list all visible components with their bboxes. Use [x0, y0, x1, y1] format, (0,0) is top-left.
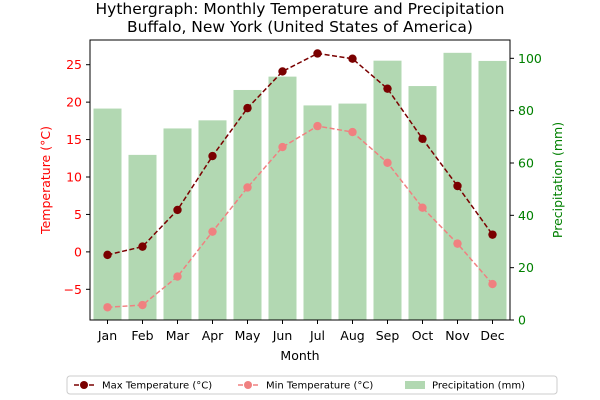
min-temperature-point [278, 142, 287, 152]
x-axis-label: Month [280, 348, 319, 363]
max-temperature-point [488, 230, 497, 239]
x-tick-label: May [235, 328, 261, 343]
max-temperature-point [348, 54, 357, 63]
precipitation-bar [233, 89, 262, 320]
y-left-tick-label: −5 [64, 282, 82, 297]
max-temperature-point [418, 134, 427, 144]
x-tick-label: Nov [445, 328, 470, 343]
legend-entry-label: Min Temperature (°C) [266, 381, 373, 392]
x-tick-label: Apr [202, 328, 224, 343]
y-axis-right-label: Precipitation (mm) [550, 122, 565, 238]
legend: Max Temperature (°C) Min Temperature (°C)… [66, 375, 558, 395]
precipitation-bar [338, 103, 367, 321]
temperature-lines [103, 49, 497, 312]
y-right-tick-label: 0 [518, 313, 526, 328]
y-left-tick-label: 5 [74, 207, 82, 222]
precipitation-bar [373, 60, 402, 320]
x-tick-label: Aug [340, 328, 364, 343]
plot-frame [89, 39, 511, 321]
x-tick-label: Jul [309, 328, 325, 343]
y-axis-left-label: Temperature (°C) [38, 126, 53, 235]
max-temperature-point [208, 151, 217, 161]
x-tick-label: Sep [376, 328, 400, 343]
y-right-tick-label: 100 [518, 51, 542, 66]
legend-entry-label: Precipitation (mm) [432, 381, 525, 392]
max-temperature-point [278, 67, 287, 76]
y-left-tick-label: 15 [66, 132, 82, 147]
precipitation-bar [93, 108, 122, 320]
y-left-tick-label: 20 [66, 95, 82, 110]
min-temperature-point [383, 158, 392, 167]
max-temperature-point [313, 49, 322, 58]
x-tick-label: Dec [480, 328, 504, 343]
precipitation-bar [303, 105, 332, 320]
max-temperature-line [107, 52, 494, 256]
max-temperature-point [453, 181, 462, 191]
max-temperature-point [173, 205, 182, 215]
precipitation-bar [268, 76, 297, 320]
min-temperature-point [313, 121, 322, 131]
y-right-tick-label: 60 [518, 155, 534, 170]
max-temperature-point [138, 242, 147, 251]
precipitation-bars [93, 52, 507, 321]
min-temperature-point [243, 183, 252, 192]
min-temperature-point [348, 127, 357, 137]
y-left-tick-label: 0 [74, 244, 82, 259]
y-left-tick-label: 10 [66, 170, 82, 185]
min-temperature-point [173, 272, 182, 281]
max-temperature-point [103, 250, 112, 260]
min-temperature-line [107, 125, 494, 309]
legend-marker [244, 381, 252, 389]
x-tick-label: Mar [166, 328, 190, 343]
legend-box [66, 375, 558, 395]
max-temperature-point [383, 84, 392, 93]
y-right-tick-label: 40 [518, 208, 534, 223]
y-left-tick-label: 25 [66, 57, 82, 72]
chart-axes: −5 0 5 10 15 20 25 0 20 40 60 80 100 Jan Feb Mar Apr May J… [64, 39, 542, 343]
chart-subtitle: Buffalo, New York (United States of Amer… [127, 18, 473, 36]
legend-bar-swatch [405, 381, 425, 389]
y-right-tick-label: 80 [518, 103, 534, 118]
min-temperature-point [418, 203, 427, 212]
legend-entry-label: Max Temperature (°C) [102, 381, 212, 392]
max-temperature-point [243, 103, 252, 113]
precipitation-bar [408, 86, 437, 320]
x-tick-label: Oct [412, 328, 434, 343]
min-temperature-point [103, 303, 112, 312]
y-right-tick-label: 20 [518, 260, 534, 275]
precipitation-bar [163, 128, 192, 320]
min-temperature-point [453, 239, 462, 248]
min-temperature-point [138, 300, 147, 310]
x-tick-label: Jan [97, 328, 117, 343]
x-tick-label: Feb [131, 328, 153, 343]
legend-marker [80, 381, 88, 389]
chart-title: Hythergraph: Monthly Temperature and Pre… [96, 0, 505, 18]
x-tick-label: Jun [272, 328, 293, 343]
precipitation-bar [478, 60, 507, 321]
min-temperature-point [488, 279, 497, 289]
min-temperature-point [208, 227, 217, 236]
